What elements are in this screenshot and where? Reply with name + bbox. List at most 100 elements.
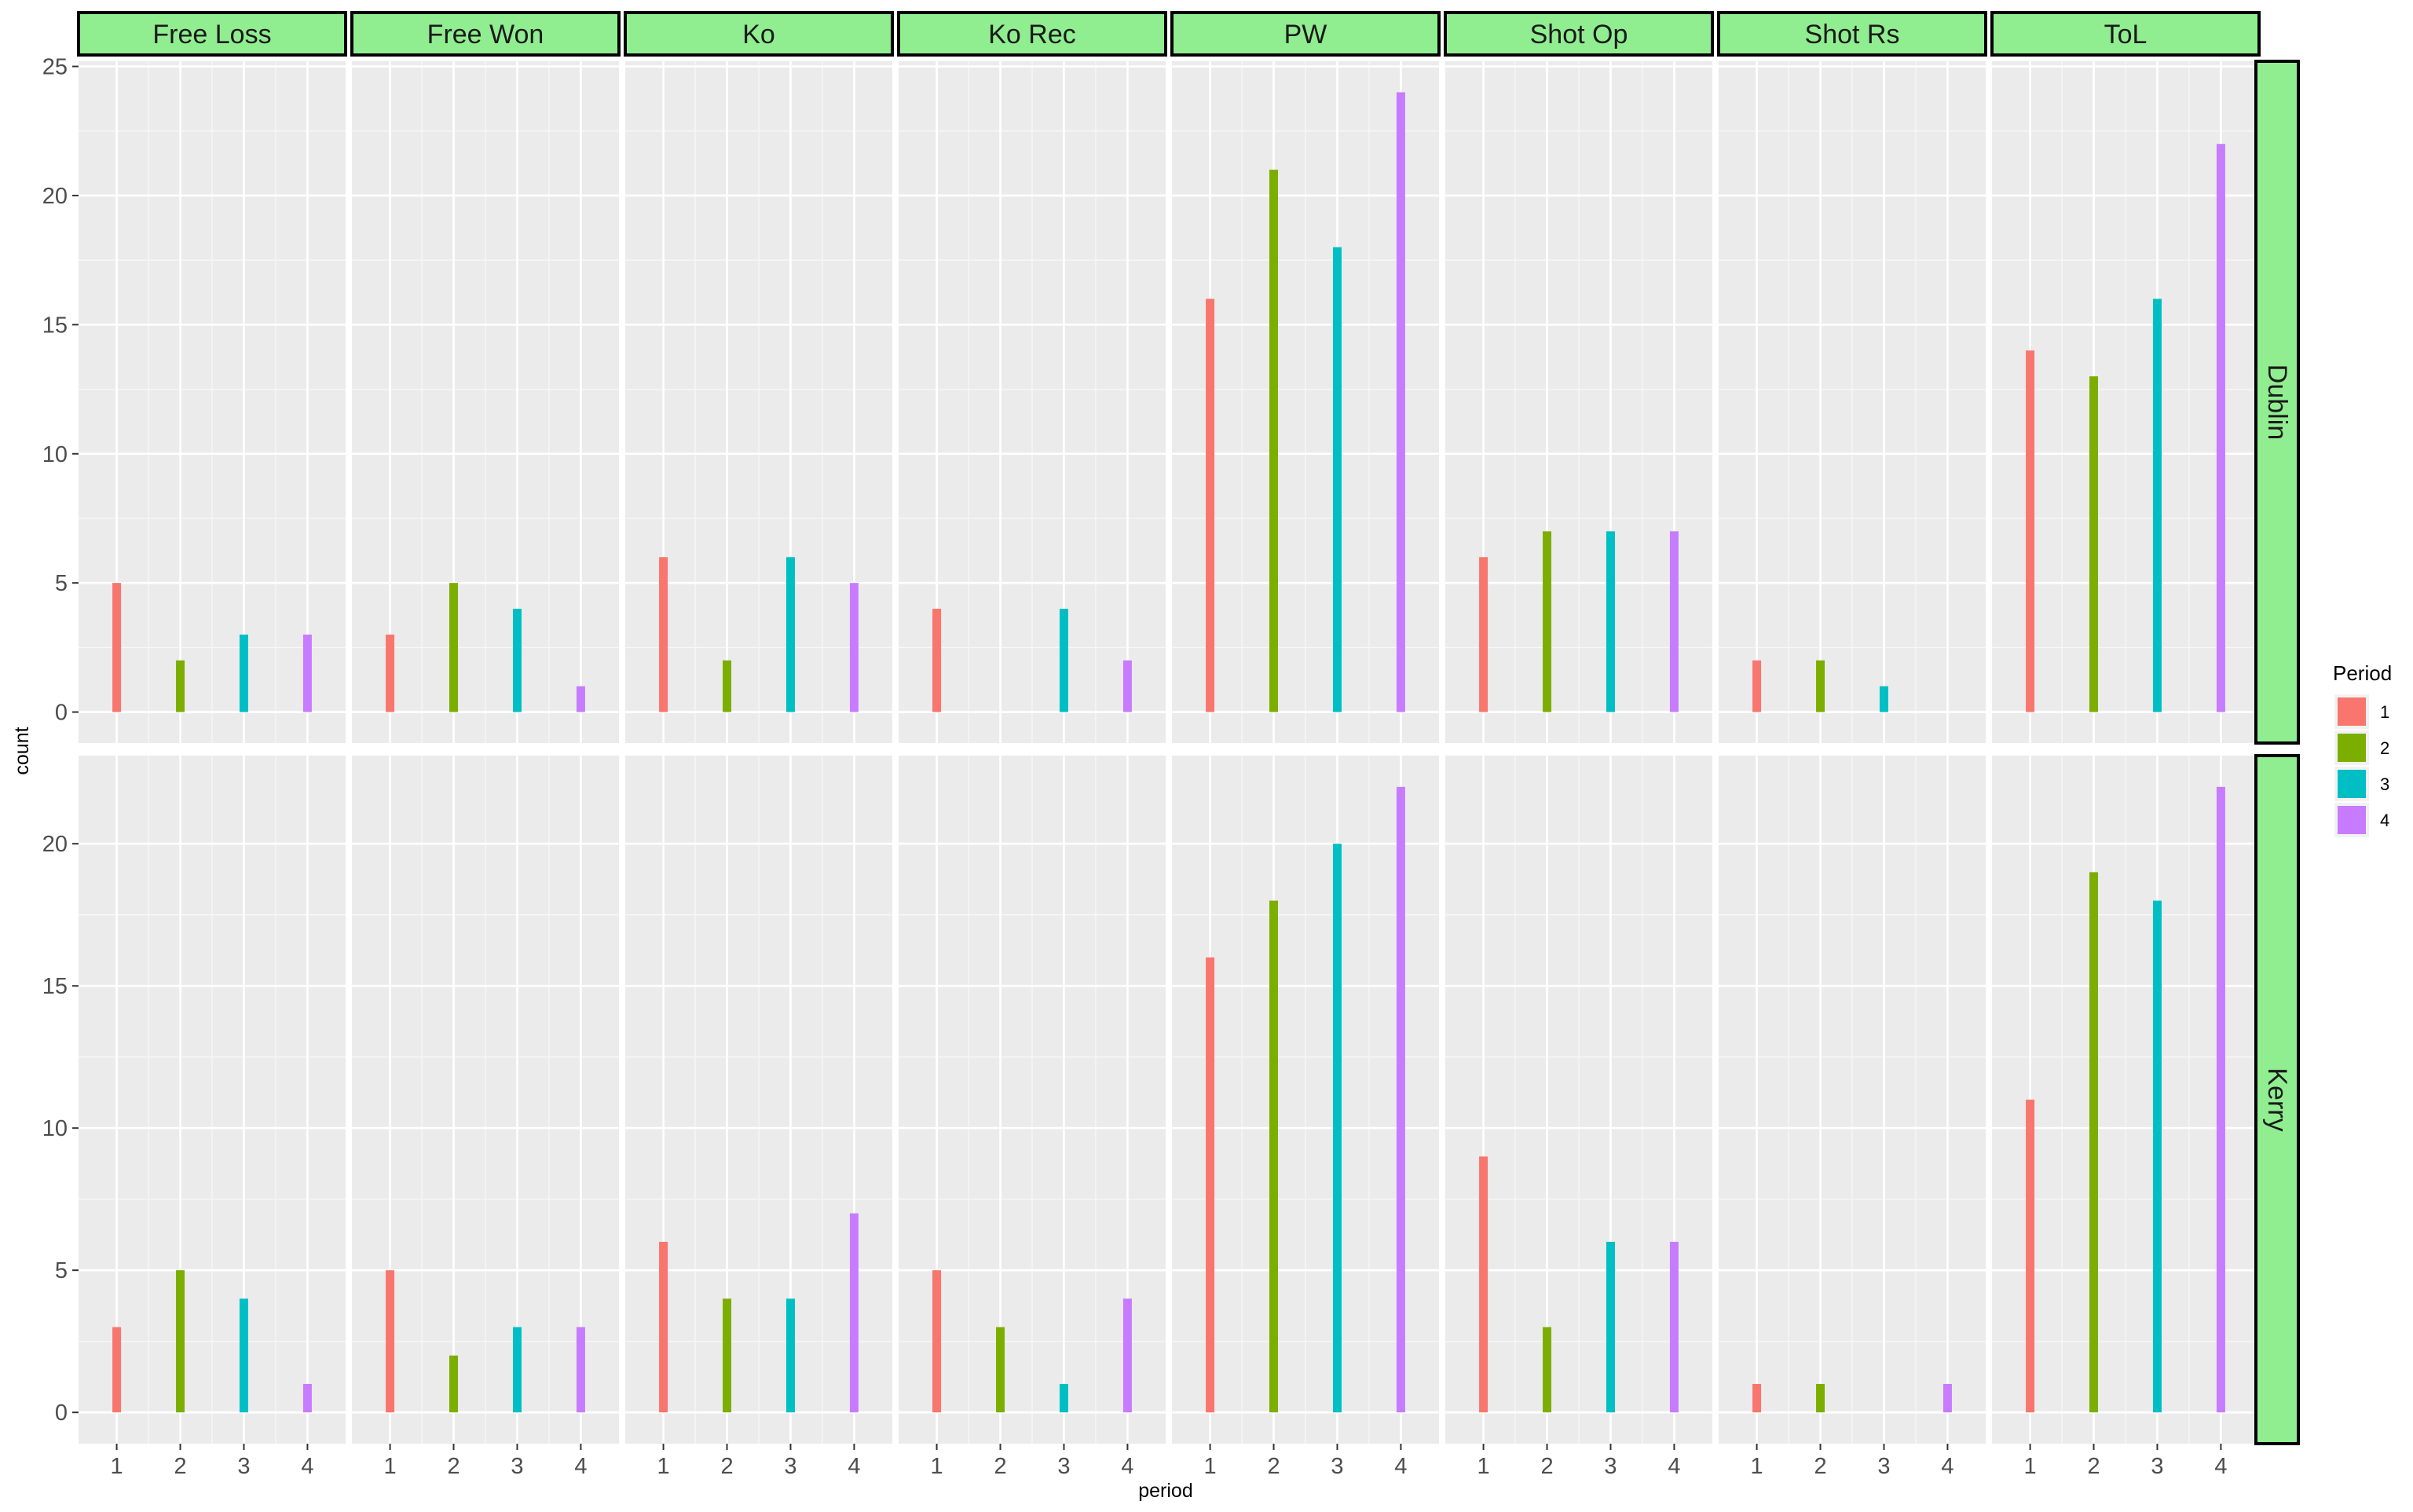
x-axis-title: period [1138,1480,1193,1502]
x-tick-label: 2 [2087,1454,2100,1479]
bar-kerry-ko-period-4 [849,1213,859,1413]
bar-kerry-shot-op-period-3 [1606,1241,1615,1413]
bar-kerry-ko-rec-period-3 [1059,1383,1068,1413]
x-tick-label: 3 [1331,1454,1343,1479]
y-axis-title: count [11,727,33,774]
y-tick-label: 25 [42,55,68,80]
x-tick-label: 3 [1877,1454,1890,1479]
x-tick-label: 3 [1057,1454,1070,1479]
strip-col-ko [624,11,894,57]
bar-dublin-ko-period-3 [785,557,795,712]
bar-dublin-shot-op-period-1 [1479,557,1488,712]
strip-row-label: Kerry [2262,1067,2292,1131]
x-tick-label: 1 [1751,1454,1763,1479]
legend-label: 2 [2380,738,2389,758]
bar-dublin-tol-period-4 [2216,144,2225,712]
x-tick-label: 3 [784,1454,796,1479]
x-tick-label: 1 [384,1454,397,1479]
strip-col-label: Ko Rec [988,20,1076,49]
bar-kerry-free-loss-period-2 [176,1270,185,1413]
bar-dublin-shot-rs-period-1 [1752,660,1762,712]
bar-dublin-ko-period-4 [849,583,859,712]
bar-kerry-tol-period-1 [2026,1100,2035,1413]
y-tick-label: 20 [42,184,68,209]
bar-dublin-ko-rec-period-1 [932,609,942,712]
bar-kerry-pw-period-4 [1396,786,1405,1413]
bar-kerry-pw-period-3 [1332,844,1342,1413]
strip-col-shot-rs [1717,11,1987,57]
x-tick-label: 4 [1394,1454,1407,1479]
bar-dublin-pw-period-1 [1206,298,1215,712]
x-tick-label: 4 [2214,1454,2227,1479]
bar-dublin-ko-period-1 [659,557,668,712]
legend-swatch-period-3 [2338,770,2366,798]
strip-col-ko-rec [897,11,1167,57]
legend-label: 4 [2380,811,2389,830]
bar-dublin-tol-period-1 [2026,350,2035,712]
bar-dublin-ko-period-2 [723,660,732,712]
bar-kerry-ko-period-1 [659,1241,668,1413]
legend-label: 1 [2380,702,2389,722]
strip-col-label: Ko [742,20,775,49]
bar-kerry-shot-op-period-4 [1669,1241,1679,1413]
bar-kerry-free-won-period-3 [512,1327,522,1413]
x-tick-label: 2 [720,1454,733,1479]
bar-dublin-pw-period-3 [1332,247,1342,712]
strip-row-label: Dublin [2262,364,2292,440]
strip-row-dublin [2254,60,2300,745]
bar-dublin-ko-rec-period-3 [1059,609,1068,712]
bar-dublin-shot-op-period-4 [1669,531,1679,712]
bar-dublin-shot-op-period-2 [1543,531,1552,712]
x-tick-label: 2 [447,1454,460,1479]
bar-dublin-free-won-period-3 [512,609,522,712]
x-tick-label: 1 [111,1454,123,1479]
bar-kerry-shot-rs-period-4 [1942,1383,1952,1413]
x-tick-label: 2 [994,1454,1006,1479]
bar-kerry-free-loss-period-4 [302,1383,312,1413]
bar-dublin-free-won-period-4 [576,686,585,712]
bar-kerry-free-won-period-4 [576,1327,585,1413]
x-tick-label: 4 [574,1454,587,1479]
x-tick-label: 4 [1121,1454,1133,1479]
bar-kerry-free-won-period-1 [386,1270,395,1413]
bar-dublin-free-loss-period-4 [302,634,312,712]
x-tick-label: 3 [237,1454,250,1479]
bar-kerry-ko-period-2 [723,1298,732,1413]
x-tick-label: 2 [1540,1454,1553,1479]
strip-col-pw [1170,11,1441,57]
strip-col-free-loss [77,11,347,57]
legend-swatch-period-2 [2338,734,2366,762]
y-tick-label: 0 [55,701,68,726]
bar-kerry-tol-period-4 [2216,786,2225,1413]
x-tick-label: 3 [1604,1454,1617,1479]
x-tick-label: 1 [931,1454,943,1479]
x-tick-label: 3 [2151,1454,2163,1479]
bar-dublin-pw-period-4 [1396,92,1405,712]
bar-kerry-ko-period-3 [785,1298,795,1413]
bar-dublin-free-won-period-1 [386,634,395,712]
x-tick-label: 1 [657,1454,670,1479]
strip-col-label: Shot Rs [1805,20,1900,49]
bar-kerry-pw-period-2 [1269,900,1279,1413]
y-tick-label: 15 [42,313,68,338]
x-tick-label: 3 [511,1454,523,1479]
y-tick-label: 15 [42,974,68,999]
bar-kerry-pw-period-1 [1206,957,1215,1413]
strip-col-label: Free Won [427,20,544,49]
x-tick-label: 2 [174,1454,186,1479]
bar-kerry-ko-rec-period-4 [1122,1298,1132,1413]
bar-kerry-free-loss-period-3 [239,1298,248,1413]
y-tick-label: 10 [42,1116,68,1141]
x-tick-label: 4 [301,1454,313,1479]
bar-kerry-ko-rec-period-1 [932,1270,942,1413]
strip-col-label: PW [1284,20,1327,49]
bar-kerry-shot-op-period-2 [1543,1327,1552,1413]
strip-col-free-won [350,11,621,57]
strip-row-kerry [2254,754,2300,1445]
bar-dublin-free-loss-period-3 [239,634,248,712]
legend-swatch-period-1 [2338,697,2366,726]
y-tick-label: 0 [55,1400,68,1426]
x-tick-label: 4 [848,1454,860,1479]
